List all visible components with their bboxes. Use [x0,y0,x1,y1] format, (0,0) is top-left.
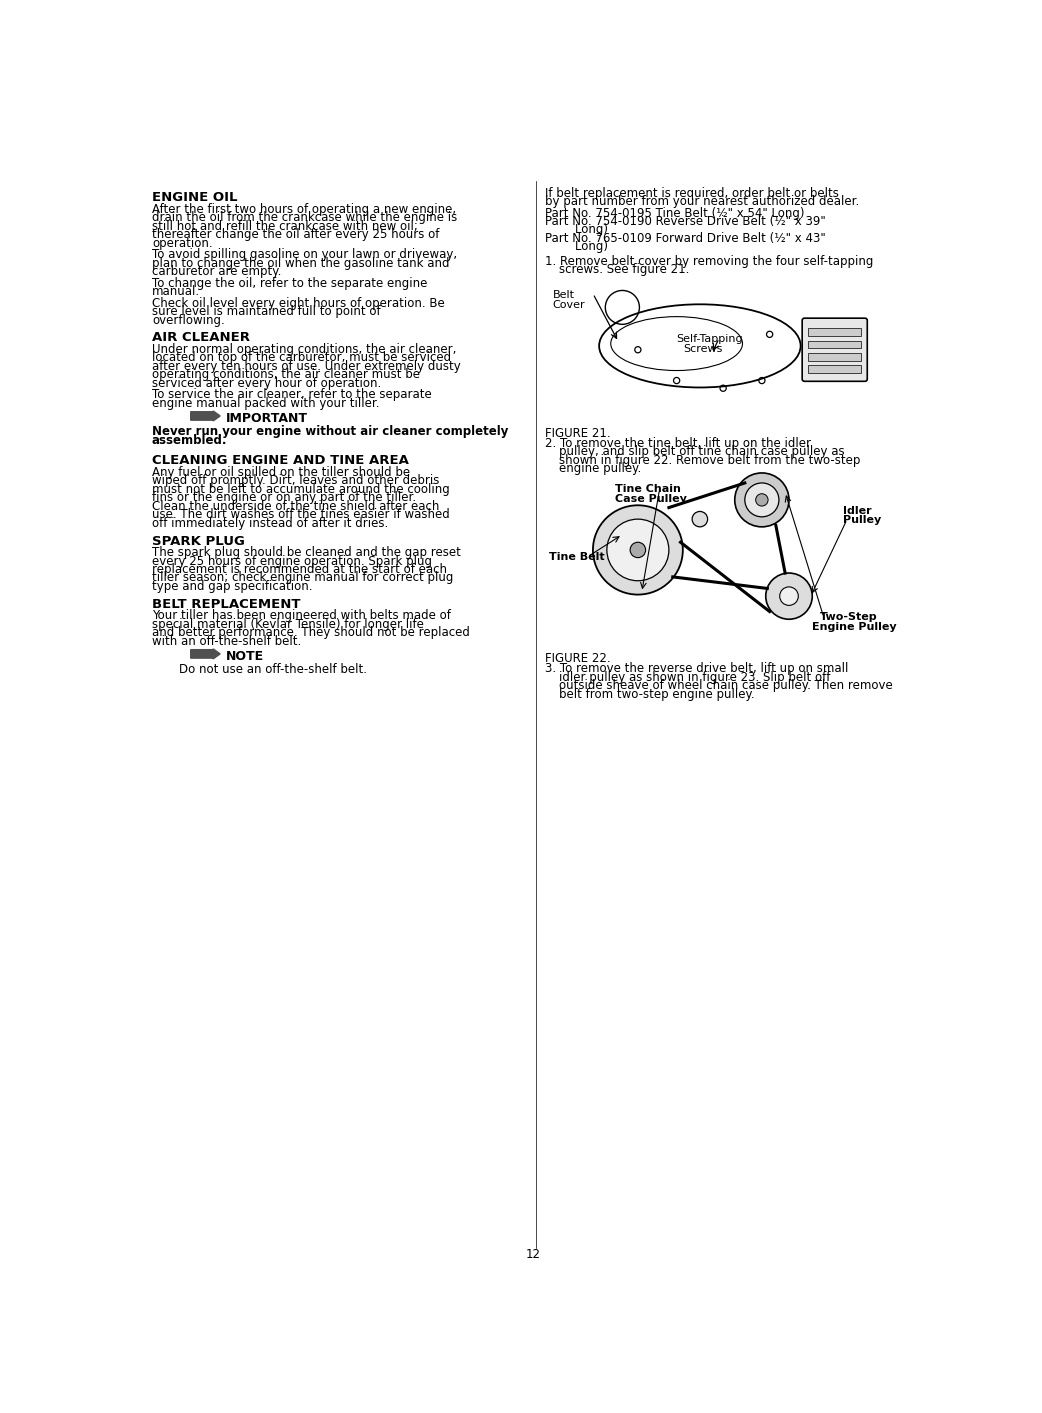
Text: after every ten hours of use. Under extremely dusty: after every ten hours of use. Under extr… [152,360,461,373]
Text: engine manual packed with your tiller.: engine manual packed with your tiller. [152,397,379,410]
Text: still hot and refill the crankcase with new oil;: still hot and refill the crankcase with … [152,219,418,233]
Text: fins or the engine or on any part of the tiller.: fins or the engine or on any part of the… [152,492,416,504]
Text: engine pulley.: engine pulley. [559,462,641,475]
Text: assembled.: assembled. [152,434,227,448]
Text: must not be left to accumulate around the cooling: must not be left to accumulate around th… [152,483,450,496]
Text: sure level is maintained full to point of: sure level is maintained full to point o… [152,305,380,318]
Text: Engine Pulley: Engine Pulley [813,622,897,632]
Text: special material (Kevlar Tensile) for longer life: special material (Kevlar Tensile) for lo… [152,617,424,630]
Text: Pulley: Pulley [843,516,882,526]
FancyBboxPatch shape [802,318,867,382]
Circle shape [606,519,669,581]
FancyArrow shape [191,649,220,658]
Text: FIGURE 21.: FIGURE 21. [545,427,611,439]
Text: Idler: Idler [843,506,872,516]
Text: by part number from your nearest authorized dealer.: by part number from your nearest authori… [545,195,859,208]
Text: Long): Long) [561,223,609,236]
Text: Part No. 765-0109 Forward Drive Belt (½" x 43": Part No. 765-0109 Forward Drive Belt (½"… [545,232,825,244]
Circle shape [755,493,768,506]
Circle shape [593,506,683,595]
Text: Self-Tapping: Self-Tapping [676,335,743,345]
Circle shape [766,574,813,619]
Text: outside sheave of wheel chain case pulley. Then remove: outside sheave of wheel chain case pulle… [559,680,893,692]
Bar [809,328,861,336]
Text: IMPORTANT: IMPORTANT [226,413,308,425]
Text: To avoid spilling gasoline on your lawn or driveway,: To avoid spilling gasoline on your lawn … [152,249,457,261]
Text: If belt replacement is required, order belt or belts: If belt replacement is required, order b… [545,187,839,199]
Text: Check oil level every eight hours of operation. Be: Check oil level every eight hours of ope… [152,297,445,309]
Text: CLEANING ENGINE AND TINE AREA: CLEANING ENGINE AND TINE AREA [152,455,408,468]
Text: type and gap specification.: type and gap specification. [152,579,313,593]
Text: Two-Step: Two-Step [820,612,877,622]
Text: FIGURE 22.: FIGURE 22. [545,653,611,666]
Text: To change the oil, refer to the separate engine: To change the oil, refer to the separate… [152,277,427,290]
Text: 3. To remove the reverse drive belt, lift up on small: 3. To remove the reverse drive belt, lif… [545,663,848,675]
Text: belt from two-step engine pulley.: belt from two-step engine pulley. [559,688,754,701]
Text: Tine Belt: Tine Belt [549,552,604,562]
Bar [809,341,861,348]
Text: use. The dirt washes off the tines easier if washed: use. The dirt washes off the tines easie… [152,509,450,521]
Text: ENGINE OIL: ENGINE OIL [152,191,238,203]
Text: carburetor are empty.: carburetor are empty. [152,266,281,278]
Text: every 25 hours of engine operation. Spark plug: every 25 hours of engine operation. Spar… [152,554,432,568]
Text: To service the air cleaner, refer to the separate: To service the air cleaner, refer to the… [152,389,431,401]
Text: Case Pulley: Case Pulley [615,493,687,503]
Text: BELT REPLACEMENT: BELT REPLACEMENT [152,598,300,610]
Text: NOTE: NOTE [226,650,265,663]
Text: Do not use an off-the-shelf belt.: Do not use an off-the-shelf belt. [179,663,367,677]
Text: Belt: Belt [552,291,574,301]
Text: operating conditions, the air cleaner must be: operating conditions, the air cleaner mu… [152,369,420,382]
Text: manual.: manual. [152,285,200,298]
Text: Clean the underside of the tine shield after each: Clean the underside of the tine shield a… [152,500,440,513]
Circle shape [692,512,708,527]
Text: shown in figure 22. Remove belt from the two-step: shown in figure 22. Remove belt from the… [559,454,861,466]
Text: plan to change the oil when the gasoline tank and: plan to change the oil when the gasoline… [152,257,449,270]
Text: SPARK PLUG: SPARK PLUG [152,534,245,548]
Text: After the first two hours of operating a new engine,: After the first two hours of operating a… [152,202,456,216]
FancyArrow shape [191,411,220,421]
Text: with an off-the-shelf belt.: with an off-the-shelf belt. [152,634,301,647]
Text: Part No. 754-0190 Reverse Drive Belt (½" x 39": Part No. 754-0190 Reverse Drive Belt (½"… [545,215,825,227]
Circle shape [735,473,789,527]
Text: replacement is recommended at the start of each: replacement is recommended at the start … [152,562,447,577]
Text: located on top of the carburetor, must be serviced: located on top of the carburetor, must b… [152,352,451,365]
Text: drain the oil from the crankcase while the engine is: drain the oil from the crankcase while t… [152,211,457,225]
Text: Screws: Screws [683,343,722,353]
Text: Long): Long) [561,240,609,253]
Circle shape [779,586,798,605]
Circle shape [745,483,779,517]
Text: Cover: Cover [552,300,586,309]
Text: pulley, and slip belt off tine chain case pulley as: pulley, and slip belt off tine chain cas… [559,445,844,458]
Text: Under normal operating conditions, the air cleaner,: Under normal operating conditions, the a… [152,343,456,356]
Bar [809,353,861,360]
Text: idler pulley as shown in figure 23. Slip belt off: idler pulley as shown in figure 23. Slip… [559,671,830,684]
Text: Your tiller has been engineered with belts made of: Your tiller has been engineered with bel… [152,609,451,622]
Circle shape [630,543,646,558]
Bar [809,365,861,373]
Text: Tine Chain: Tine Chain [615,485,680,495]
Text: AIR CLEANER: AIR CLEANER [152,331,250,345]
Text: and better performance. They should not be replaced: and better performance. They should not … [152,626,470,639]
Text: 2. To remove the tine belt, lift up on the idler: 2. To remove the tine belt, lift up on t… [545,437,811,449]
Text: serviced after every hour of operation.: serviced after every hour of operation. [152,377,381,390]
Text: operation.: operation. [152,236,213,250]
Text: 1. Remove belt cover by removing the four self-tapping: 1. Remove belt cover by removing the fou… [545,254,873,268]
Text: 12: 12 [525,1248,541,1260]
Text: tiller season; check engine manual for correct plug: tiller season; check engine manual for c… [152,571,453,585]
Text: The spark plug should be cleaned and the gap reset: The spark plug should be cleaned and the… [152,545,461,560]
Text: Any fuel or oil spilled on the tiller should be: Any fuel or oil spilled on the tiller sh… [152,466,411,479]
Text: screws. See figure 21.: screws. See figure 21. [559,263,689,277]
Text: Never run your engine without air cleaner completely: Never run your engine without air cleane… [152,425,508,438]
Text: Part No. 754-0195 Tine Belt (½" x 54" Long): Part No. 754-0195 Tine Belt (½" x 54" Lo… [545,206,804,219]
Text: off immediately instead of after it dries.: off immediately instead of after it drie… [152,517,389,530]
Text: thereafter change the oil after every 25 hours of: thereafter change the oil after every 25… [152,227,440,242]
Text: overflowing.: overflowing. [152,314,225,326]
Text: wiped off promptly. Dirt, leaves and other debris: wiped off promptly. Dirt, leaves and oth… [152,475,440,487]
